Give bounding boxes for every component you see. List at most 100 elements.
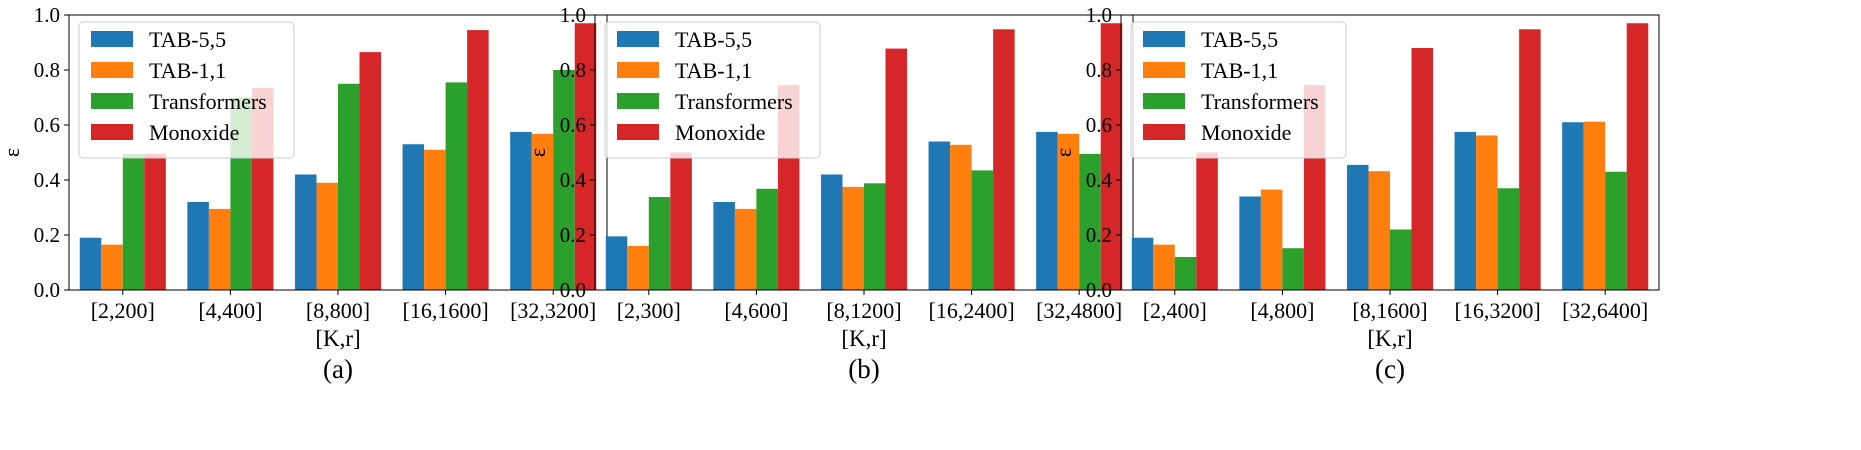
- legend-swatch-monoxide: [1143, 124, 1185, 140]
- legend: TAB-5,5 TAB-1,1 Transformers Monoxide: [1130, 21, 1347, 159]
- bar-transformers-2: [756, 188, 778, 290]
- legend-swatch-transformers: [1143, 93, 1185, 109]
- legend: TAB-5,5 TAB-1,1 Transformers Monoxide: [604, 21, 821, 159]
- y-tick-label: 1.0: [1086, 3, 1112, 27]
- bar-monoxide-1: [1196, 152, 1218, 290]
- bar-transformers-4: [1497, 188, 1520, 290]
- legend-label: Monoxide: [149, 120, 239, 145]
- bar-tab-1-1-4: [1476, 135, 1498, 290]
- legend-label: Monoxide: [1201, 120, 1291, 145]
- legend-swatch-transformers: [617, 93, 659, 109]
- legend-swatch-monoxide: [617, 124, 659, 140]
- bar-tab-5-5-3: [820, 174, 843, 290]
- y-tick-label: 0.2: [34, 223, 60, 247]
- legend-label: Transformers: [1201, 89, 1319, 114]
- x-tick-label: [32,6400]: [1562, 298, 1648, 323]
- bar-tab-5-5-1: [1131, 237, 1154, 290]
- bar-tab-1-1-2: [734, 208, 757, 291]
- y-axis-label: ε: [1051, 148, 1076, 157]
- y-tick-label: 0.8: [34, 58, 60, 82]
- bar-transformers-5: [553, 70, 575, 290]
- bar-tab-1-1-5: [1583, 121, 1606, 290]
- legend-label: Monoxide: [675, 120, 765, 145]
- legend-swatch-tab-1-1: [1143, 62, 1185, 78]
- x-tick-label: [32,4800]: [1036, 298, 1122, 323]
- bar-tab-1-1-1: [627, 246, 649, 290]
- y-tick-label: 0.4: [34, 168, 61, 192]
- y-tick-label: 0.0: [1086, 278, 1112, 302]
- bar-transformers-3: [864, 183, 886, 290]
- legend: TAB-5,5 TAB-1,1 Transformers Monoxide: [78, 21, 295, 159]
- bar-transformers-1: [1174, 257, 1197, 290]
- bar-monoxide-3: [885, 48, 908, 290]
- y-tick-label: 0.2: [1086, 223, 1112, 247]
- bar-monoxide-5: [1100, 23, 1123, 290]
- chart-panel-2: 0.0 0.2 0.4 0.6 0.8 1.0 [2,300] [4,600] [8,1200]…: [525, 3, 1134, 384]
- bar-tab-1-1-5: [531, 133, 554, 290]
- y-axis-label: ε: [0, 148, 24, 157]
- bar-monoxide-4: [467, 30, 489, 291]
- x-tick-label: [16,1600]: [403, 298, 489, 323]
- y-tick-label: 0.0: [34, 278, 60, 302]
- bar-monoxide-1: [670, 152, 692, 290]
- y-tick-label: 0.8: [1086, 58, 1112, 82]
- bar-tab-1-1-2: [1260, 189, 1283, 291]
- bar-tab-5-5-5: [1036, 131, 1058, 291]
- bar-transformers-2: [1282, 248, 1304, 290]
- legend-label: TAB-1,1: [675, 58, 752, 83]
- bar-tab-1-1-1: [101, 244, 123, 291]
- legend-swatch-tab-5-5: [91, 31, 133, 47]
- bar-tab-5-5-2: [1239, 196, 1261, 290]
- legend-label: TAB-1,1: [149, 58, 226, 83]
- x-tick-label: [4,400]: [198, 298, 262, 323]
- bar-tab-5-5-5: [510, 131, 532, 291]
- x-tick-label: [8,1600]: [1352, 298, 1427, 323]
- legend-label: Transformers: [675, 89, 793, 114]
- bar-transformers-4: [445, 82, 468, 291]
- panel-caption: (c): [1375, 354, 1405, 384]
- bar-tab-1-1-4: [424, 149, 446, 290]
- y-tick-label: 0.4: [560, 168, 587, 192]
- x-tick-label: [16,3200]: [1455, 298, 1541, 323]
- bar-tab-1-1-3: [316, 182, 338, 290]
- bar-transformers-3: [338, 83, 360, 290]
- y-axis-label: ε: [525, 148, 550, 157]
- bar-monoxide-3: [1411, 48, 1434, 290]
- bar-tab-5-5-4: [928, 141, 951, 290]
- bar-transformers-5: [1079, 153, 1101, 291]
- x-tick-label: [8,800]: [306, 298, 370, 323]
- legend-swatch-tab-1-1: [91, 62, 133, 78]
- bar-monoxide-4: [993, 29, 1015, 291]
- panel-caption: (a): [323, 354, 353, 384]
- bar-tab-5-5-1: [79, 237, 102, 290]
- chart-panel-3: 0.0 0.2 0.4 0.6 0.8 1.0 [2,400] [4,800] [8,1600]…: [1051, 3, 1660, 384]
- bar-tab-1-1-4: [950, 144, 972, 290]
- legend-label: TAB-5,5: [1201, 27, 1278, 52]
- y-tick-label: 0.6: [1086, 113, 1112, 137]
- y-tick-label: 1.0: [560, 3, 586, 27]
- legend-label: TAB-5,5: [149, 27, 226, 52]
- bar-transformers-4: [971, 170, 994, 291]
- x-tick-label: [2,400]: [1143, 298, 1207, 323]
- legend-swatch-transformers: [91, 93, 133, 109]
- x-tick-label: [4,600]: [724, 298, 788, 323]
- y-tick-label: 0.0: [560, 278, 586, 302]
- x-tick-label: [2,300]: [617, 298, 681, 323]
- x-tick-label: [8,1200]: [826, 298, 901, 323]
- x-tick-label: [32,3200]: [510, 298, 596, 323]
- bar-tab-5-5-2: [713, 202, 735, 290]
- bar-transformers-1: [122, 153, 145, 291]
- bar-tab-5-5-2: [187, 202, 209, 290]
- bar-tab-5-5-5: [1562, 122, 1584, 290]
- bar-monoxide-1: [144, 153, 166, 291]
- x-axis-label: [K,r]: [315, 326, 360, 351]
- x-tick-label: [16,2400]: [929, 298, 1015, 323]
- bar-transformers-3: [1390, 229, 1412, 290]
- x-axis-label: [K,r]: [841, 326, 886, 351]
- chart-panel-1: 0.0 0.2 0.4 0.6 0.8 1.0 [2,200] [4,400] [8,800] […: [0, 3, 608, 384]
- y-tick-label: 0.2: [560, 223, 586, 247]
- x-axis-label: [K,r]: [1367, 326, 1412, 351]
- legend-label: TAB-5,5: [675, 27, 752, 52]
- bar-tab-5-5-4: [1454, 131, 1477, 291]
